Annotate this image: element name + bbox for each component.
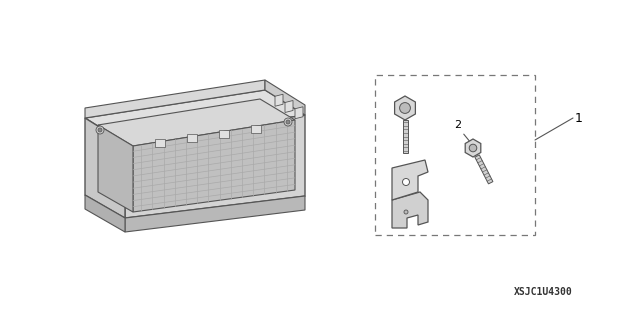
Text: 2: 2 [454, 120, 461, 130]
Bar [375, 75, 535, 235]
Polygon shape [265, 80, 305, 115]
Polygon shape [85, 118, 125, 218]
Polygon shape [155, 139, 165, 147]
Polygon shape [125, 115, 305, 218]
Polygon shape [85, 90, 305, 143]
Text: 1: 1 [575, 112, 583, 124]
Circle shape [469, 144, 477, 152]
Circle shape [286, 120, 290, 124]
Polygon shape [85, 80, 265, 118]
Circle shape [403, 179, 410, 186]
Polygon shape [285, 100, 293, 113]
Polygon shape [187, 134, 197, 142]
Polygon shape [392, 192, 428, 228]
Circle shape [98, 128, 102, 132]
Polygon shape [98, 125, 133, 212]
Circle shape [404, 210, 408, 214]
Polygon shape [133, 120, 295, 212]
Polygon shape [85, 195, 125, 232]
Circle shape [96, 126, 104, 134]
Polygon shape [392, 160, 428, 200]
Polygon shape [251, 125, 261, 133]
Polygon shape [395, 96, 415, 120]
Polygon shape [125, 196, 305, 232]
Text: XSJC1U4300: XSJC1U4300 [514, 287, 572, 297]
Polygon shape [98, 99, 295, 146]
Polygon shape [465, 139, 481, 157]
Polygon shape [475, 155, 493, 184]
Circle shape [399, 103, 410, 113]
Bar [403, 120, 408, 153]
Polygon shape [275, 94, 283, 106]
Polygon shape [219, 130, 229, 138]
Polygon shape [295, 107, 303, 119]
Circle shape [284, 118, 292, 126]
